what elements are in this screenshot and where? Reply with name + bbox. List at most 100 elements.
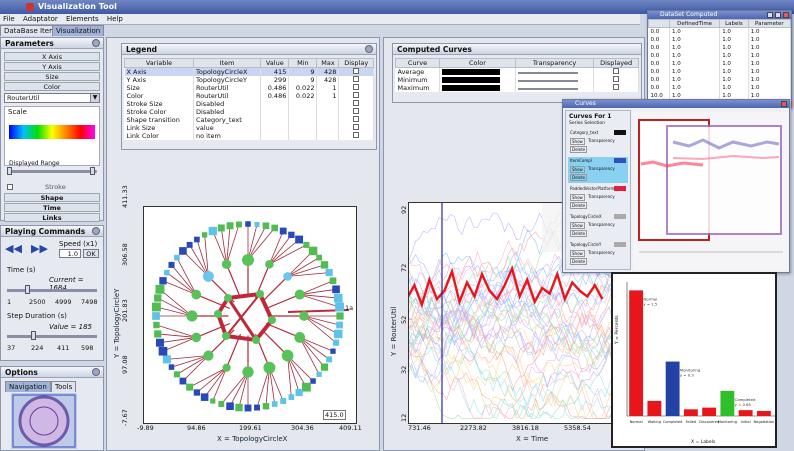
series-delete-button[interactable]: Delete xyxy=(570,174,588,181)
legend-col-header[interactable]: Item xyxy=(192,58,262,68)
collapse-icon[interactable] xyxy=(92,227,100,235)
table-row[interactable]: Size RouterUtil 0.486 0.022 1 xyxy=(124,84,374,92)
color-button[interactable]: Color xyxy=(4,82,100,91)
table-row[interactable]: Stroke Color Disabled xyxy=(124,108,374,116)
series-color-swatch[interactable] xyxy=(614,158,626,163)
table-row[interactable]: Shape transition Category_text xyxy=(124,116,374,124)
series-item[interactable]: ItemCompl Show Transparency Delete xyxy=(568,157,628,183)
legend-col-header[interactable]: Min xyxy=(288,58,318,68)
time-slider-handle[interactable] xyxy=(25,285,30,294)
speed-input[interactable]: 1.0 xyxy=(59,249,81,258)
chevron-down-icon[interactable]: ▼ xyxy=(90,94,99,102)
computed-col-header[interactable]: Displayed xyxy=(593,58,639,68)
time-button[interactable]: Time xyxy=(4,203,100,212)
dataset-col-header[interactable]: Parameter xyxy=(747,19,792,28)
dataset-col-header[interactable]: DefinedTime xyxy=(669,19,721,28)
maximize-icon[interactable] xyxy=(775,12,781,18)
series-item[interactable]: PaddedVectorPlatform Show Transparency Dele… xyxy=(568,185,628,211)
displayed-checkbox[interactable] xyxy=(613,84,620,90)
step-slider[interactable] xyxy=(7,335,97,338)
curve-color-swatch[interactable] xyxy=(442,85,501,91)
series-color-swatch[interactable] xyxy=(614,186,626,191)
menu-adaptator[interactable]: Adaptator xyxy=(22,15,58,23)
dataset-window-titlebar[interactable]: DataSet Computed xyxy=(648,11,791,19)
menu-elements[interactable]: Elements xyxy=(65,15,99,23)
table-row[interactable]: Link Size value xyxy=(124,124,374,132)
table-row[interactable]: 0.0 1.0 1.0 1.0 xyxy=(648,51,792,60)
series-show-button[interactable]: Show xyxy=(570,138,585,145)
curves-preview-chart[interactable] xyxy=(633,112,789,270)
range-max-handle[interactable] xyxy=(90,167,95,175)
series-delete-button[interactable]: Delete xyxy=(570,146,588,153)
step-slider-handle[interactable] xyxy=(31,331,36,340)
item-select[interactable]: RouterUtil ▼ xyxy=(4,93,100,103)
table-row[interactable]: Y Axis TopologyCircleY 299 9 428 xyxy=(124,76,374,84)
table-row[interactable]: Link Color no item xyxy=(124,132,374,140)
transparency-slider[interactable] xyxy=(517,88,578,90)
series-delete-button[interactable]: Delete xyxy=(570,202,588,209)
links-button[interactable]: Links xyxy=(4,213,100,222)
table-row[interactable]: 0.0 1.0 1.0 1.0 xyxy=(648,75,792,84)
legend-col-header[interactable]: Max xyxy=(316,58,340,68)
table-row[interactable]: 0.0 1.0 1.0 1.0 xyxy=(648,43,792,52)
menu-help[interactable]: Help xyxy=(106,15,123,23)
series-item[interactable]: TopologyCircleX Show Transparency Delete xyxy=(568,213,628,239)
displayed-range-slider[interactable] xyxy=(7,170,97,173)
series-show-button[interactable]: Show xyxy=(570,250,585,257)
series-show-button[interactable]: Show xyxy=(570,166,585,173)
display-checkbox[interactable] xyxy=(353,132,360,138)
display-checkbox[interactable] xyxy=(353,92,360,98)
table-row[interactable]: 0.0 1.0 1.0 1.0 xyxy=(648,83,792,92)
series-delete-button[interactable]: Delete xyxy=(570,230,588,237)
curve-color-swatch[interactable] xyxy=(442,77,501,83)
table-row[interactable]: Maximum xyxy=(395,84,639,92)
navigation-minimap[interactable] xyxy=(11,393,77,449)
speed-ok-button[interactable]: OK xyxy=(83,249,99,258)
display-checkbox[interactable] xyxy=(353,84,360,90)
close-icon[interactable] xyxy=(783,12,789,18)
display-checkbox[interactable] xyxy=(353,76,360,82)
displayed-checkbox[interactable] xyxy=(613,68,620,74)
time-series-chart[interactable] xyxy=(406,202,641,424)
series-color-swatch[interactable] xyxy=(614,130,626,135)
time-plot-area[interactable] xyxy=(406,202,641,424)
legend-col-header[interactable]: Display xyxy=(338,58,374,68)
series-color-swatch[interactable] xyxy=(614,214,626,219)
computed-col-header[interactable]: Color xyxy=(439,58,516,68)
legend-col-header[interactable]: Variable xyxy=(124,58,194,68)
topology-graph[interactable] xyxy=(143,206,357,424)
transparency-slider[interactable] xyxy=(517,80,578,82)
display-checkbox[interactable] xyxy=(353,68,360,74)
table-row[interactable]: 0.0 1.0 1.0 1.0 xyxy=(648,59,792,68)
table-row[interactable]: 0.0 1.0 1.0 1.0 xyxy=(648,27,792,36)
tab-tools[interactable]: Tools xyxy=(51,381,77,392)
display-checkbox[interactable] xyxy=(353,108,360,114)
size-button[interactable]: Size xyxy=(4,72,100,81)
computed-col-header[interactable]: Transparency xyxy=(514,58,595,68)
table-row[interactable]: Average xyxy=(395,67,639,76)
table-row[interactable]: 0.0 1.0 1.0 1.0 xyxy=(648,67,792,76)
topology-plot-area[interactable]: 415.0 1a xyxy=(143,206,357,424)
dataset-col-header[interactable] xyxy=(647,19,671,28)
tab-navigation[interactable]: Navigation xyxy=(5,381,51,392)
legend-col-header[interactable]: Value xyxy=(260,58,290,68)
range-min-handle[interactable] xyxy=(7,167,12,175)
y-axis-button[interactable]: Y Axis xyxy=(4,62,100,71)
series-show-button[interactable]: Show xyxy=(570,194,585,201)
play-icon[interactable]: ▶▶ xyxy=(31,242,48,255)
displayed-checkbox[interactable] xyxy=(613,76,620,82)
curve-color-swatch[interactable] xyxy=(442,69,501,75)
curves-window-titlebar[interactable]: Curves xyxy=(563,100,789,108)
stroke-checkbox[interactable] xyxy=(7,184,13,190)
table-row[interactable]: Stroke Size Disabled xyxy=(124,100,374,108)
close-icon[interactable] xyxy=(781,101,787,107)
labels-bar-chart[interactable]: Normal Waiting Completed Failed DiscoveredMo… xyxy=(621,276,777,436)
table-row[interactable]: Minimum xyxy=(395,76,639,84)
collapse-icon[interactable] xyxy=(365,45,373,53)
menu-file[interactable]: File xyxy=(3,15,15,23)
table-row[interactable]: X Axis TopologyCircleX 415 9 428 xyxy=(124,67,374,76)
minimize-icon[interactable] xyxy=(767,12,773,18)
computed-col-header[interactable]: Curve xyxy=(394,58,441,68)
dataset-col-header[interactable]: Labels xyxy=(719,19,749,28)
